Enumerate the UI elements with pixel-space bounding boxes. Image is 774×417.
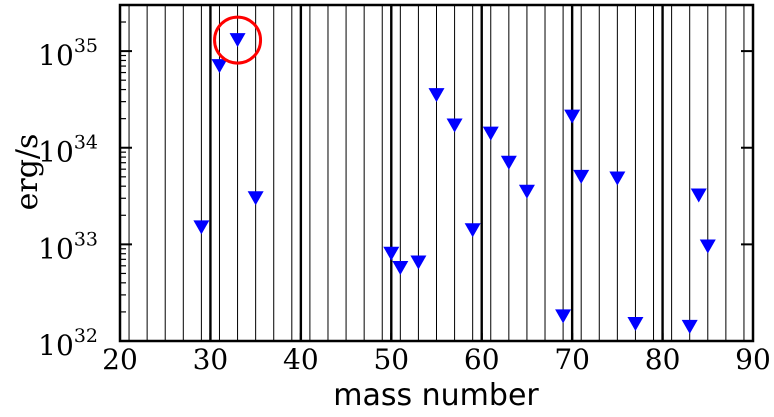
x-tick-label: 90 — [735, 343, 771, 376]
grid-lines — [128, 5, 745, 341]
data-point — [564, 109, 581, 124]
data-point — [464, 223, 481, 238]
y-tick-label: 1033 — [38, 228, 98, 265]
x-axis-label: mass number — [333, 378, 539, 413]
data-point — [690, 188, 707, 203]
y-tick-label: 1032 — [38, 325, 98, 362]
x-tick-label: 30 — [193, 343, 229, 376]
x-tick-label: 50 — [373, 343, 409, 376]
data-point — [555, 309, 572, 324]
data-point — [627, 316, 644, 331]
data-point — [500, 155, 517, 170]
data-point — [247, 191, 264, 206]
y-tick-label: 1034 — [38, 132, 98, 169]
data-point — [392, 260, 409, 275]
y-tick-label: 1035 — [38, 35, 98, 72]
x-axis-ticks: 20 30 40 50 60 70 80 90 — [102, 333, 771, 376]
data-point — [193, 220, 210, 235]
data-point — [699, 239, 716, 254]
data-point — [609, 171, 626, 186]
data-point — [681, 319, 698, 334]
data-point — [229, 33, 246, 48]
x-tick-label: 70 — [554, 343, 590, 376]
highlight-circle — [213, 15, 263, 65]
data-point — [383, 246, 400, 261]
data-point — [428, 88, 445, 103]
data-markers — [193, 33, 716, 334]
data-point — [211, 59, 228, 74]
x-tick-label: 40 — [283, 343, 319, 376]
plot-frame — [118, 3, 755, 343]
data-point — [410, 255, 427, 270]
y-axis-ticks: 1032 1033 1034 1035 — [38, 4, 753, 362]
x-tick-label: 20 — [102, 343, 138, 376]
data-point — [482, 126, 499, 141]
data-point — [573, 169, 590, 184]
data-point — [446, 118, 463, 133]
x-tick-label: 80 — [645, 343, 681, 376]
data-point — [518, 184, 535, 199]
x-tick-label: 60 — [464, 343, 500, 376]
y-axis-label: erg/s — [10, 134, 45, 211]
